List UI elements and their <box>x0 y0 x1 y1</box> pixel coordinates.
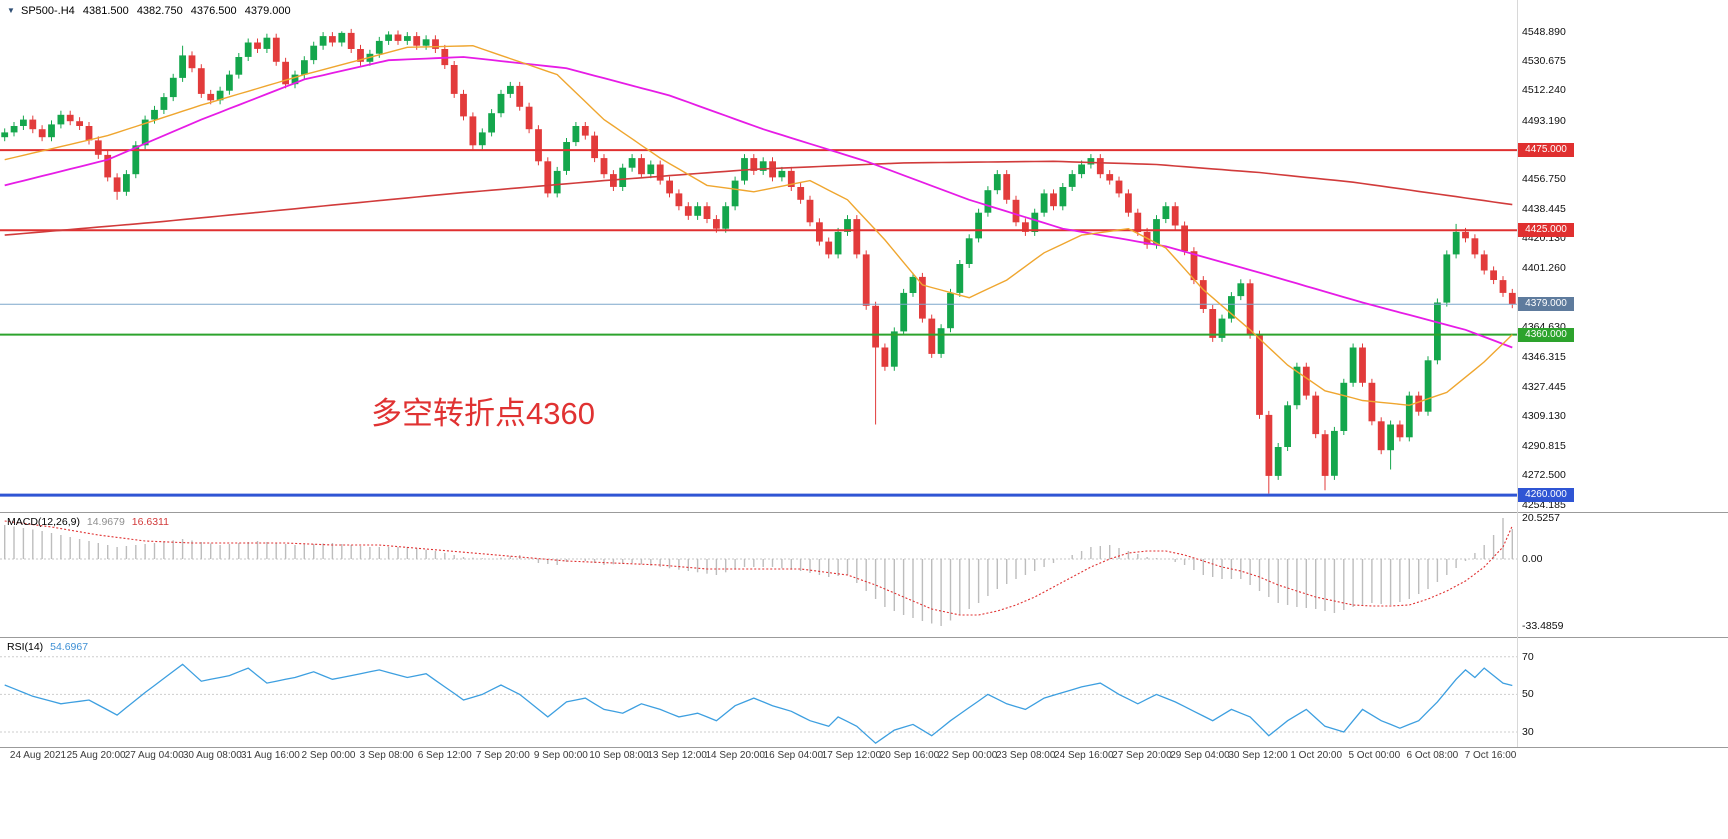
price-line-badge: 4475.000 <box>1518 143 1574 158</box>
price-tick-label: 4309.130 <box>1522 410 1566 423</box>
price-tick-label: 4272.500 <box>1522 469 1566 482</box>
panel-separator[interactable] <box>0 512 1728 513</box>
time-axis-label: 14 Sep 20:00 <box>705 750 765 761</box>
price-line-badge: 4425.000 <box>1518 223 1574 238</box>
time-axis-label: 20 Sep 16:00 <box>879 750 940 761</box>
price-line-badge: 4260.000 <box>1518 488 1574 503</box>
macd-histogram <box>3 518 1514 626</box>
time-axis-label: 31 Aug 16:00 <box>240 750 300 761</box>
macd-label: MACD(12,26,9) 14.9679 16.6311 <box>7 516 173 528</box>
time-axis-label: 5 Oct 00:00 <box>1348 750 1401 761</box>
time-axis-label: 10 Sep 08:00 <box>589 750 649 761</box>
ohlc-close: 4379.000 <box>244 5 291 17</box>
macd-name: MACD(12,26,9) <box>7 516 80 528</box>
rsi-tick-label: 30 <box>1522 726 1534 738</box>
rsi-label: RSI(14) 54.6967 <box>7 641 92 653</box>
time-axis-label: 24 Sep 16:00 <box>1054 750 1114 761</box>
time-axis-label: 29 Sep 04:00 <box>1170 750 1230 761</box>
time-axis-label: 6 Sep 12:00 <box>417 750 472 761</box>
macd-main-value: 14.9679 <box>86 516 125 528</box>
price-tick-label: 4512.240 <box>1522 84 1566 97</box>
price-tick-label: 4493.190 <box>1522 114 1566 127</box>
moving-averages <box>4 44 1513 407</box>
chart-annotation[interactable]: 多空转折点4360 <box>371 396 595 431</box>
time-axis-label: 13 Sep 12:00 <box>647 750 707 761</box>
ohlc-low: 4376.500 <box>190 5 237 17</box>
symbol-label: SP500-.H4 <box>20 5 75 17</box>
time-axis-label: 23 Sep 08:00 <box>995 750 1056 761</box>
time-axis-label: 2 Sep 00:00 <box>301 750 356 761</box>
time-axis-label: 30 Aug 08:00 <box>182 750 242 761</box>
rsi-tick-label: 70 <box>1522 650 1534 663</box>
price-chart-panel[interactable] <box>0 0 1517 512</box>
price-tick-label: 4548.890 <box>1522 25 1566 38</box>
horizontal-lines[interactable] <box>0 149 1517 497</box>
time-axis-label: 7 Sep 20:00 <box>475 750 530 761</box>
ohlc-high: 4382.750 <box>136 5 183 17</box>
macd-panel[interactable] <box>0 513 1517 637</box>
price-tick-label: 4438.445 <box>1522 202 1566 215</box>
macd-tick-label: 0.00 <box>1522 553 1543 565</box>
candles <box>1 28 1516 494</box>
price-line-badge: 4379.000 <box>1518 297 1574 312</box>
rsi-value: 54.6967 <box>50 641 89 653</box>
rsi-panel[interactable] <box>0 638 1517 747</box>
price-axis[interactable]: 4548.890 4530.675 4512.240 4493.190 4456.750… <box>1517 0 1728 747</box>
tick-down-icon: ▼ <box>7 6 15 15</box>
price-tick-label: 4346.315 <box>1522 350 1566 363</box>
time-axis-label: 22 Sep 00:00 <box>937 750 998 761</box>
time-axis-label: 24 Aug 2021 <box>9 750 67 761</box>
price-tick-label: 4530.675 <box>1522 54 1566 67</box>
ohlc-open: 4381.500 <box>82 5 129 17</box>
price-tick-label: 4327.445 <box>1522 380 1566 393</box>
time-axis-label: 16 Sep 04:00 <box>763 750 824 761</box>
macd-signal-value: 16.6311 <box>131 516 169 528</box>
rsi-tick-label: 50 <box>1522 688 1534 701</box>
time-axis-label: 27 Aug 04:00 <box>124 750 184 761</box>
axis-divider <box>1517 0 1518 747</box>
time-axis-label: 9 Sep 00:00 <box>533 750 588 761</box>
price-tick-label: 4290.815 <box>1522 439 1566 452</box>
time-axis-label: 6 Oct 08:00 <box>1406 750 1459 761</box>
price-tick-label: 4456.750 <box>1522 173 1566 186</box>
price-tick-label: 4401.260 <box>1522 262 1566 275</box>
panel-separator <box>0 747 1728 748</box>
time-axis-label: 7 Oct 16:00 <box>1464 750 1517 761</box>
time-axis-label: 30 Sep 12:00 <box>1228 750 1288 761</box>
price-line-badge: 4360.000 <box>1518 327 1574 342</box>
time-axis-label: 25 Aug 20:00 <box>66 750 126 761</box>
time-axis[interactable]: 24 Aug 2021 25 Aug 20:00 27 Aug 04:00 30 Au… <box>0 750 1728 766</box>
panel-separator[interactable] <box>0 637 1728 638</box>
time-axis-label: 1 Oct 20:00 <box>1290 750 1343 761</box>
macd-tick-label: -33.4859 <box>1522 620 1564 632</box>
time-axis-label: 27 Sep 20:00 <box>1112 750 1172 761</box>
time-axis-label: 3 Sep 08:00 <box>359 750 414 761</box>
rsi-name: RSI(14) <box>7 641 44 653</box>
symbol-info-bar: ▼ SP500-.H4 4381.500 4382.750 4376.500 4… <box>7 5 296 17</box>
time-axis-label: 17 Sep 12:00 <box>821 750 882 761</box>
macd-tick-label: 20.5257 <box>1522 511 1560 524</box>
